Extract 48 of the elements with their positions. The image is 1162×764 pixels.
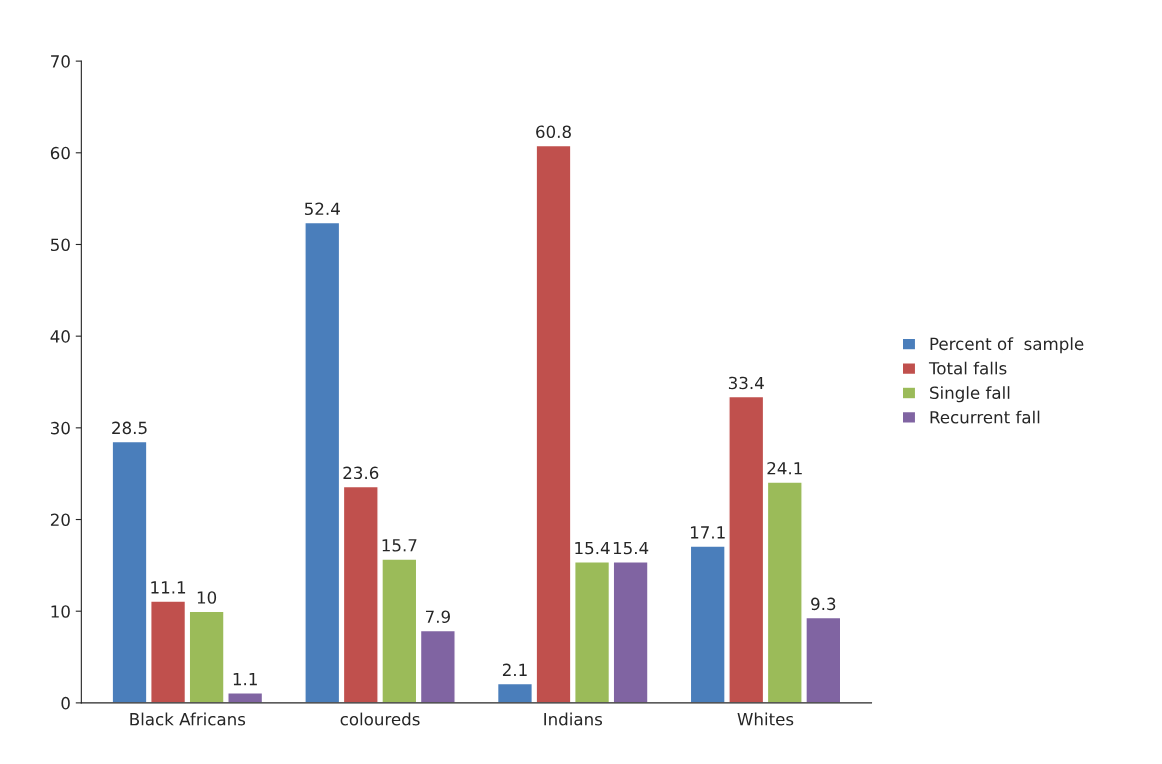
bar bbox=[574, 560, 611, 703]
bar bbox=[227, 692, 264, 703]
data-label: 33.4 bbox=[728, 376, 764, 390]
data-label: 24.1 bbox=[767, 461, 802, 475]
data-label: 10 bbox=[197, 591, 217, 604]
legend-label: Percent of sample bbox=[930, 337, 1084, 354]
bar bbox=[188, 610, 225, 703]
x-tick-label: Black Africans bbox=[130, 712, 246, 726]
bar bbox=[150, 600, 187, 703]
data-label: 60.8 bbox=[536, 125, 571, 139]
bar bbox=[805, 616, 842, 703]
y-tick-label: 60 bbox=[50, 146, 70, 160]
y-tick-label: 40 bbox=[50, 330, 70, 343]
bar bbox=[766, 481, 803, 703]
bar bbox=[381, 558, 418, 703]
legend-label: Recurrent fall bbox=[930, 410, 1040, 424]
y-tick-label: 10 bbox=[51, 605, 70, 618]
data-label: 15.4 bbox=[613, 541, 649, 555]
y-tick-label: 20 bbox=[50, 513, 70, 527]
data-label: 15.4 bbox=[575, 541, 610, 555]
data-label: 1.1 bbox=[233, 673, 257, 686]
data-label: 9.3 bbox=[811, 597, 836, 611]
bar bbox=[304, 221, 341, 703]
data-label: 52.4 bbox=[304, 202, 340, 216]
y-tick-label: 30 bbox=[50, 421, 70, 435]
bar bbox=[728, 395, 765, 703]
data-label: 11.1 bbox=[151, 581, 186, 594]
x-tick-label: coloureds bbox=[340, 712, 420, 726]
data-label: 23.6 bbox=[343, 466, 379, 480]
x-tick-label: Indians bbox=[544, 712, 603, 726]
bar bbox=[342, 485, 379, 703]
bar bbox=[689, 545, 726, 703]
legend-label: Total falls bbox=[928, 361, 1007, 375]
y-tick-label: 0 bbox=[61, 696, 70, 710]
data-label: 28.5 bbox=[112, 421, 147, 435]
bar bbox=[496, 682, 534, 703]
legend-label: Single fall bbox=[930, 386, 1010, 403]
bar bbox=[419, 629, 456, 703]
data-label: 17.1 bbox=[690, 526, 725, 539]
data-label: 15.7 bbox=[382, 539, 417, 552]
data-label: 7.9 bbox=[425, 610, 450, 624]
bar bbox=[535, 144, 572, 703]
x-tick-label: Whites bbox=[737, 712, 794, 726]
y-tick-label: 50 bbox=[51, 238, 70, 252]
y-tick-label: 70 bbox=[51, 55, 70, 68]
bar bbox=[612, 560, 649, 703]
bar bbox=[111, 440, 148, 703]
data-label: 2.1 bbox=[502, 663, 527, 676]
